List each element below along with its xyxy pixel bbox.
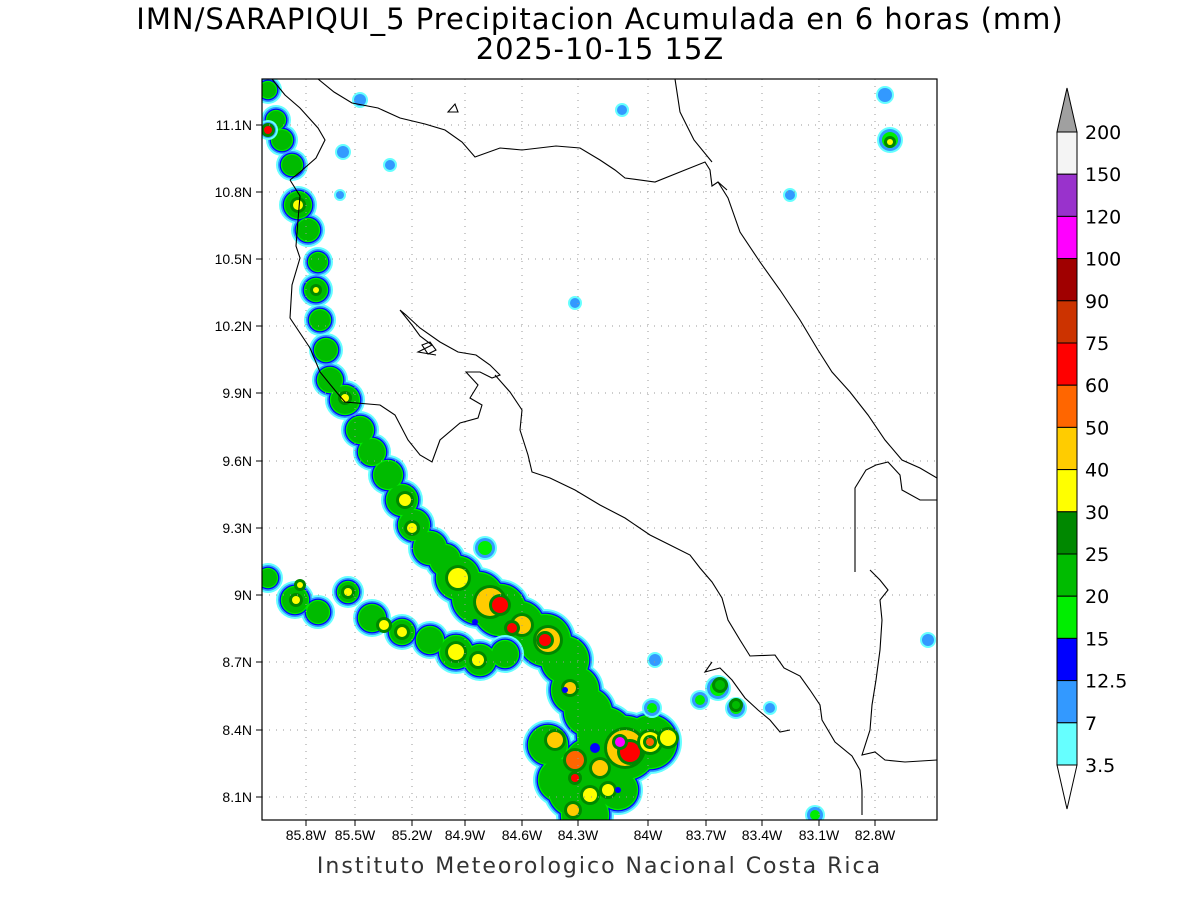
colorbar-label: 75 [1085, 333, 1109, 355]
osa-peninsula [703, 661, 791, 733]
lon-tick-label: 83.4W [742, 827, 783, 843]
colorbar-swatch [1056, 553, 1078, 597]
colorbar-swatch [1056, 595, 1078, 639]
colorbar-label: 15 [1085, 628, 1109, 650]
colorbar-label: 3.5 [1085, 755, 1115, 777]
colorbar-label: 25 [1085, 544, 1109, 566]
lon-tick-label: 85.8W [286, 827, 327, 843]
lon-tick-label: 85.2W [392, 827, 433, 843]
colorbar-swatch [1056, 426, 1078, 471]
lat-tick-label: 10.2N [215, 318, 252, 334]
colorbar-swatch [1056, 722, 1078, 766]
colorbar-label: 50 [1085, 417, 1109, 439]
colorbar-swatch [1056, 300, 1078, 344]
lat-tick-label: 10.5N [215, 251, 252, 267]
colorbar-label: 60 [1085, 375, 1109, 397]
colorbar-bottom-arrow [1056, 764, 1078, 810]
colorbar-label: 20 [1085, 586, 1109, 608]
caribbean-coast [717, 181, 937, 479]
lon-tick-label: 82.8W [855, 827, 896, 843]
colorbar-label: 100 [1085, 249, 1121, 271]
colorbar-label: 40 [1085, 460, 1109, 482]
lat-tick-label: 8.1N [222, 789, 252, 805]
colorbar-swatch [1056, 215, 1078, 260]
colorbar-swatch [1056, 258, 1078, 302]
colorbar-label: 12.5 [1085, 671, 1127, 693]
lat-tick-label: 9N [234, 587, 252, 603]
lon-tick-label: 84.3W [558, 827, 599, 843]
plot-frame [261, 78, 938, 821]
pacific-coast-south [494, 374, 863, 815]
lon-tick-label: 84.9W [445, 827, 486, 843]
map-date: 2025-10-15 15Z [475, 32, 725, 66]
lat-tick-label: 11.1N [216, 117, 252, 133]
border-north [674, 79, 713, 163]
longitude-labels: 85.8W 85.5W 85.2W 84.9W 84.6W 84.3W 84W 83.7W 83… [286, 827, 896, 843]
colorbar-swatch [1056, 511, 1078, 555]
colorbar-label: 7 [1085, 713, 1097, 735]
gridlines [262, 79, 937, 820]
colorbar-swatch [1056, 342, 1078, 386]
colorbar-label: 30 [1085, 502, 1109, 524]
colorbar-swatch [1056, 173, 1078, 217]
lon-tick-label: 83.7W [686, 827, 727, 843]
colorbar-swatch [1056, 131, 1078, 175]
lat-tick-label: 8.7N [222, 654, 252, 670]
map-title: IMN/SARAPIQUI_5 Precipitacion Acumulada … [136, 2, 1064, 36]
lon-tick-label: 83.1W [799, 827, 840, 843]
colorbar-swatch [1056, 680, 1078, 724]
panama-border [854, 461, 937, 572]
lat-tick-label: 9.9N [222, 385, 252, 401]
lon-tick-label: 85.5W [335, 827, 376, 843]
colorbar-swatch [1056, 637, 1078, 682]
lat-tick-label: 9.6N [222, 453, 252, 469]
colorbar-label: 150 [1085, 164, 1121, 186]
lat-tick-label: 9.3N [222, 520, 252, 536]
lon-tick-label: 84.6W [502, 827, 543, 843]
islet-north [446, 102, 459, 113]
colorbar-label: 90 [1085, 291, 1109, 313]
colorbar: 200 150 120 100 90 75 60 50 40 30 25 20 15 12.5 7 3.5 [1056, 87, 1127, 810]
colorbar-label: 200 [1085, 122, 1121, 144]
colorbar-swatch [1056, 384, 1078, 428]
colorbar-swatch [1056, 469, 1078, 513]
nicaragua-coast [271, 79, 326, 181]
credit-line: Instituto Meteorologico Nacional Costa R… [316, 854, 883, 879]
latitude-labels: 11.1N 10.8N 10.5N 10.2N 9.9N 9.6N 9.3N 9N 8.7N 8.… [215, 117, 252, 805]
panama-coast [861, 569, 937, 763]
lake-nicaragua-shore [317, 79, 728, 191]
lat-tick-label: 10.8N [215, 184, 252, 200]
island [421, 341, 437, 355]
nicoya-coast [289, 179, 501, 463]
colorbar-top-arrow [1056, 87, 1078, 133]
lon-tick-label: 84W [634, 827, 664, 843]
coastline [271, 79, 937, 815]
colorbar-label: 120 [1085, 206, 1121, 228]
lat-tick-label: 8.4N [222, 722, 252, 738]
